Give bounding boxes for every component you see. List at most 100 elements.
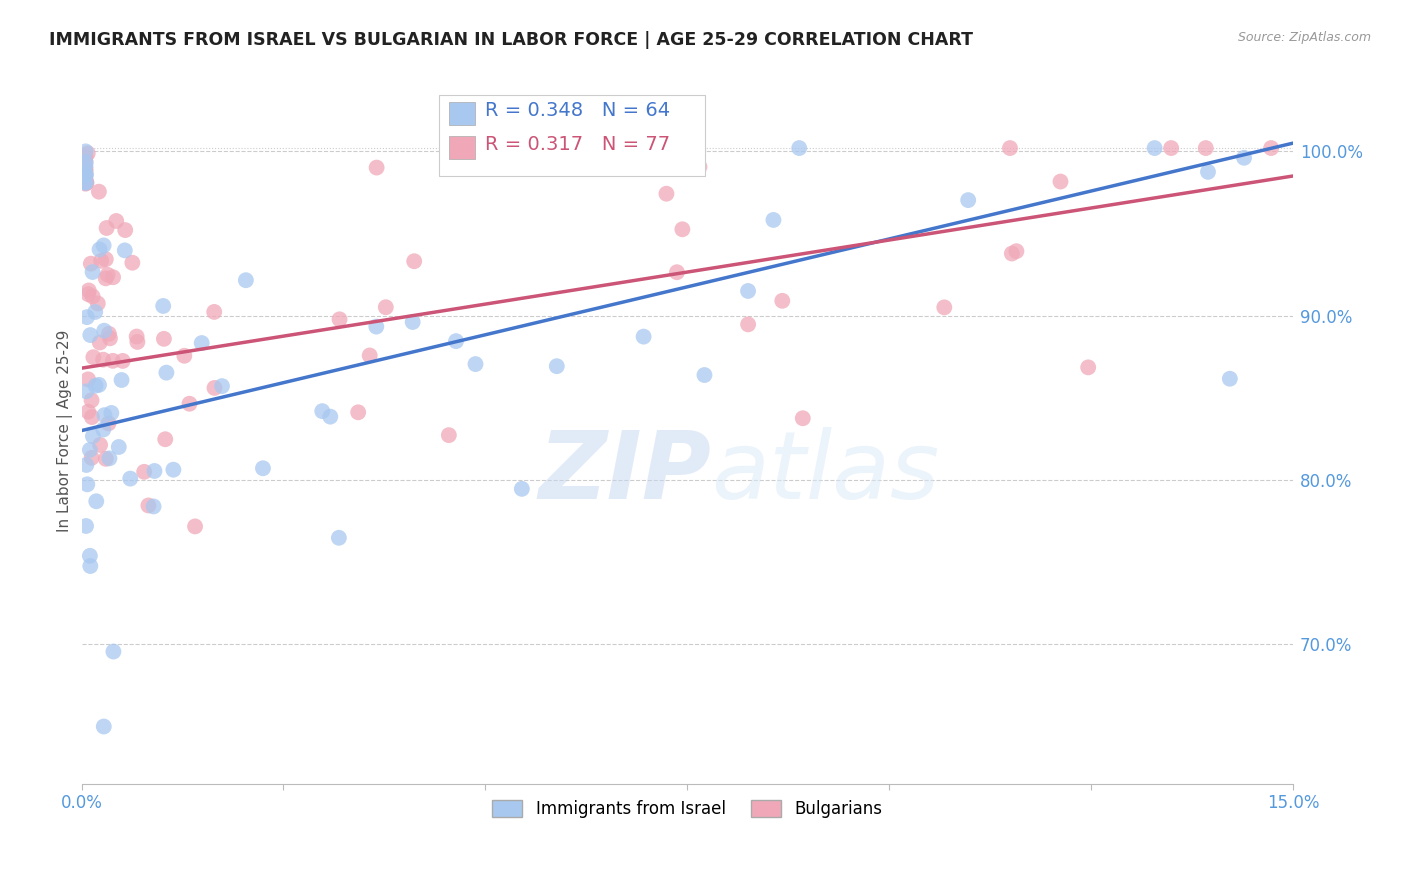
Bulgarians [173, 349, 195, 363]
Bulgarians [87, 296, 110, 310]
Bulgarians [179, 397, 201, 411]
Immigrants from Israel [737, 284, 759, 298]
Immigrants from Israel [143, 464, 166, 478]
Bulgarians [77, 287, 100, 301]
Bulgarians [75, 177, 97, 191]
Bulgarians [184, 519, 207, 533]
Bulgarians [441, 141, 464, 155]
Bulgarians [155, 432, 177, 446]
Immigrants from Israel [82, 429, 104, 443]
Bulgarians [441, 141, 464, 155]
Immigrants from Israel [957, 193, 980, 207]
Immigrants from Israel [93, 408, 115, 422]
Immigrants from Israel [328, 531, 350, 545]
Immigrants from Israel [75, 176, 97, 190]
Bulgarians [1260, 141, 1282, 155]
Bulgarians [75, 164, 97, 178]
Immigrants from Israel [79, 328, 101, 343]
Bulgarians [138, 499, 160, 513]
Immigrants from Israel [93, 719, 115, 733]
Bulgarians [404, 254, 426, 268]
Immigrants from Israel [1197, 165, 1219, 179]
Immigrants from Israel [79, 559, 101, 574]
Bulgarians [101, 270, 124, 285]
Immigrants from Israel [1233, 151, 1256, 165]
Immigrants from Israel [162, 463, 184, 477]
Bulgarians [134, 465, 156, 479]
Bulgarians [94, 271, 117, 285]
Bulgarians [82, 350, 104, 364]
Immigrants from Israel [76, 310, 98, 325]
Immigrants from Israel [84, 305, 107, 319]
Bulgarians [89, 335, 111, 350]
Bulgarians [75, 150, 97, 164]
Immigrants from Israel [1143, 141, 1166, 155]
Bulgarians [77, 405, 100, 419]
Immigrants from Israel [464, 357, 486, 371]
Immigrants from Israel [87, 377, 110, 392]
Immigrants from Israel [114, 244, 136, 258]
Bulgarians [1195, 141, 1218, 155]
Immigrants from Israel [152, 299, 174, 313]
Bulgarians [1049, 175, 1071, 189]
Immigrants from Israel [319, 409, 342, 424]
Bulgarians [737, 318, 759, 332]
Bulgarians [1077, 360, 1099, 375]
Bar [449, 103, 475, 125]
Bulgarians [105, 214, 128, 228]
Immigrants from Israel [98, 451, 121, 466]
Bulgarians [202, 305, 225, 319]
Immigrants from Israel [76, 477, 98, 491]
Immigrants from Israel [155, 366, 177, 380]
Immigrants from Israel [75, 167, 97, 181]
Bulgarians [121, 256, 143, 270]
Immigrants from Israel [693, 368, 716, 382]
Bulgarians [374, 300, 396, 314]
Immigrants from Israel [84, 494, 107, 508]
Bulgarians [97, 326, 120, 341]
Bulgarians [998, 141, 1021, 155]
Immigrants from Israel [252, 461, 274, 475]
Text: Source: ZipAtlas.com: Source: ZipAtlas.com [1237, 31, 1371, 45]
Immigrants from Israel [75, 169, 97, 183]
Immigrants from Israel [75, 519, 97, 533]
Immigrants from Israel [75, 458, 97, 472]
Immigrants from Israel [787, 141, 810, 155]
Immigrants from Israel [75, 159, 97, 173]
Immigrants from Israel [93, 238, 115, 252]
Immigrants from Israel [75, 155, 97, 169]
FancyBboxPatch shape [439, 95, 706, 177]
Bulgarians [125, 329, 148, 343]
Bulgarians [90, 253, 112, 268]
Bulgarians [101, 354, 124, 368]
Immigrants from Israel [84, 378, 107, 392]
Text: atlas: atlas [711, 427, 939, 518]
Bulgarians [665, 265, 688, 279]
Bulgarians [75, 168, 97, 182]
Immigrants from Israel [91, 423, 114, 437]
Bulgarians [77, 284, 100, 298]
Immigrants from Israel [546, 359, 568, 374]
Immigrants from Israel [211, 379, 233, 393]
Bulgarians [82, 289, 104, 303]
Immigrants from Israel [110, 373, 132, 387]
Y-axis label: In Labor Force | Age 25-29: In Labor Force | Age 25-29 [58, 329, 73, 532]
Bulgarians [97, 417, 120, 431]
Text: ZIP: ZIP [538, 427, 711, 519]
Immigrants from Israel [82, 265, 104, 279]
Immigrants from Israel [402, 315, 425, 329]
Bulgarians [89, 438, 111, 452]
Immigrants from Israel [190, 336, 212, 351]
Bulgarians [80, 257, 103, 271]
Bulgarians [97, 268, 120, 282]
Immigrants from Israel [444, 334, 467, 348]
Bulgarians [366, 161, 388, 175]
Bulgarians [87, 185, 110, 199]
Bulgarians [77, 372, 100, 386]
Bulgarians [1005, 244, 1028, 259]
Bulgarians [75, 155, 97, 169]
Bulgarians [153, 332, 176, 346]
Immigrants from Israel [75, 384, 97, 399]
Immigrants from Israel [510, 482, 533, 496]
Immigrants from Israel [75, 175, 97, 189]
